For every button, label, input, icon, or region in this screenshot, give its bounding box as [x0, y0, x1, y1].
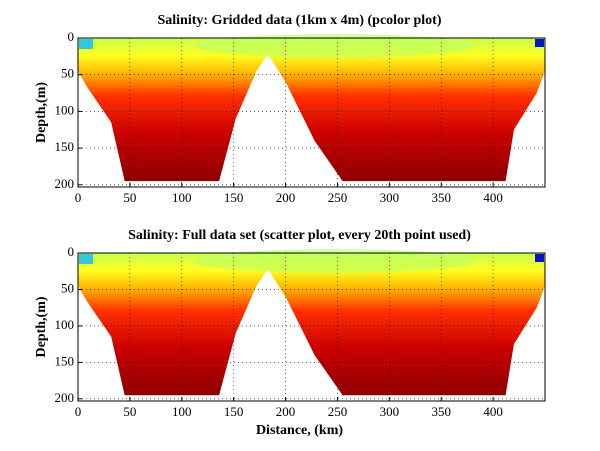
y-tick-label: 100 — [55, 317, 75, 332]
chart-title: Salinity: Gridded data (1km x 4m) (pcolo… — [157, 13, 441, 28]
y-tick-label: 50 — [61, 66, 74, 81]
x-tick-label: 300 — [380, 190, 400, 205]
x-tick-label: 200 — [276, 190, 296, 205]
x-tick-label: 400 — [483, 404, 503, 419]
salinity-field — [78, 253, 545, 396]
x-tick-label: 300 — [380, 404, 400, 419]
y-tick-label: 150 — [55, 139, 75, 154]
x-tick-label: 250 — [328, 404, 348, 419]
fresh-layer — [194, 34, 475, 58]
coastal-water — [535, 254, 544, 262]
x-tick-label: 100 — [172, 404, 192, 419]
fresh-layer — [194, 249, 475, 273]
y-tick-label: 50 — [61, 280, 74, 295]
x-tick-label: 0 — [75, 190, 82, 205]
x-tick-label: 350 — [431, 404, 451, 419]
axes-box — [77, 37, 546, 188]
x-tick-label: 400 — [483, 190, 503, 205]
x-tick-label: 50 — [123, 404, 136, 419]
coastal-water — [79, 39, 93, 49]
x-tick-label: 350 — [431, 190, 451, 205]
y-tick-label: 150 — [55, 353, 75, 368]
x-tick-label: 0 — [75, 404, 82, 419]
x-tick-label: 50 — [123, 190, 136, 205]
x-axis-label: Distance, (km) — [256, 423, 343, 438]
coastal-water — [535, 39, 544, 47]
y-tick-label: 0 — [68, 244, 75, 259]
axes-box — [77, 252, 546, 402]
y-tick-label: 0 — [68, 29, 75, 44]
y-tick-label: 200 — [55, 176, 75, 191]
salinity-field — [78, 38, 545, 182]
y-tick-label: 100 — [55, 102, 75, 117]
x-tick-label: 150 — [224, 404, 244, 419]
x-tick-label: 200 — [276, 404, 296, 419]
x-tick-label: 100 — [172, 190, 192, 205]
chart-title: Salinity: Full data set (scatter plot, e… — [128, 228, 471, 243]
y-axis-label: Depth,(m) — [34, 296, 49, 357]
y-tick-label: 200 — [55, 390, 75, 405]
x-tick-label: 250 — [328, 190, 348, 205]
y-axis-label: Depth,(m) — [34, 82, 49, 143]
coastal-water — [79, 254, 93, 264]
x-tick-label: 150 — [224, 190, 244, 205]
